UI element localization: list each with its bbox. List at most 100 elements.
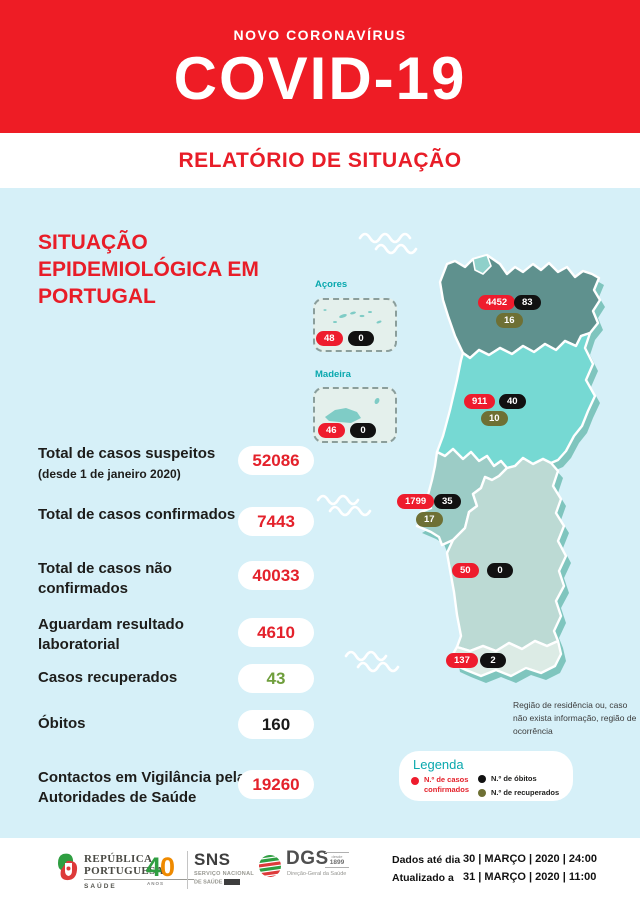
stat-label-text: Total de casos não confirmados <box>38 560 172 597</box>
header-kicker: NOVO CORONAVÍRUS <box>233 27 407 43</box>
dgs-since-word: desde <box>331 854 343 859</box>
badge-centro-confirmed: 911 <box>464 394 496 409</box>
stat-value-pill: 19260 <box>238 770 314 799</box>
badge-centro-deaths: 40 <box>499 394 526 409</box>
stat-value: 40033 <box>252 565 300 585</box>
badge-algarve-deaths: 2 <box>480 653 506 668</box>
stat-label-text: Casos recuperados <box>38 669 178 686</box>
republica-saude-label: SAÚDE <box>84 883 117 890</box>
legend-recovered-dot-icon <box>478 789 486 797</box>
legend-confirmed-label: N.º de casos confirmados <box>424 775 470 795</box>
stat-value-pill: 7443 <box>238 507 314 536</box>
sns-40-logo: 40 <box>146 852 175 883</box>
region-algarve <box>451 639 563 678</box>
stat-value-pill: 160 <box>238 710 314 739</box>
legend-box: Legenda N.º de casos confirmados N.º de … <box>399 751 573 801</box>
updated-at-label: Atualizado a <box>392 872 454 884</box>
stat-label-text: Total de casos suspeitos <box>38 445 216 462</box>
stat-value: 160 <box>261 714 291 734</box>
stat-value: 7443 <box>257 511 295 531</box>
page-title: COVID-19 <box>173 45 467 112</box>
badge-madeira-confirmed: 46 <box>318 423 345 438</box>
badge-norte-confirmed: 4452 <box>478 295 516 310</box>
badge-norte-deaths: 83 <box>514 295 541 310</box>
stat-label: Óbitos <box>38 714 238 734</box>
stat-label: Total de casos confirmados <box>38 505 238 525</box>
report-title-band: RELATÓRIO DE SITUAÇÃO <box>0 133 640 188</box>
legend-confirmed-dot-icon <box>411 777 419 785</box>
stat-label-text: Contactos em Vigilância pelas Autoridade… <box>38 769 254 806</box>
forty-digit-0: 0 <box>160 852 175 882</box>
sns-sub1: SERVIÇO NACIONAL <box>194 871 255 877</box>
badge-madeira-deaths: 0 <box>350 423 376 438</box>
badge-algarve-confirmed: 137 <box>446 653 478 668</box>
sns-badge-icon <box>224 879 241 885</box>
wave-icon <box>316 494 372 517</box>
legend-title: Legenda <box>413 757 464 772</box>
dgs-logo-text: DGS <box>286 848 329 869</box>
madeira-label: Madeira <box>315 369 351 380</box>
republica-portuguesa-label: REPÚBLICA PORTUGUESA <box>84 853 164 877</box>
stat-value: 19260 <box>252 774 300 794</box>
badge-lvt-deaths: 35 <box>434 494 461 509</box>
footer: REPÚBLICA PORTUGUESA SAÚDE 40 ANOS SNS S… <box>0 838 640 906</box>
sns-sub2-text: DE SAÚDE <box>194 879 223 886</box>
data-until-value: 30 | MARÇO | 2020 | 24:00 <box>463 853 597 865</box>
badge-alentejo-deaths: 0 <box>487 563 513 578</box>
stat-label: Casos recuperados <box>38 668 238 688</box>
republica-portuguesa-logo-icon <box>58 853 78 881</box>
badge-azores-confirmed: 48 <box>316 331 343 346</box>
stat-value-pill: 4610 <box>238 618 314 647</box>
wave-icon <box>344 650 400 673</box>
badge-lvt-recovered: 17 <box>416 512 443 527</box>
stat-value-pill: 40033 <box>238 561 314 590</box>
stat-label-note: (desde 1 de janeiro 2020) <box>38 466 181 481</box>
republica-divider <box>84 879 194 880</box>
portugal-map <box>415 253 605 683</box>
stat-label: Total de casos suspeitos (desde 1 de jan… <box>38 444 238 484</box>
dgs-since-year: 1899 <box>329 859 345 866</box>
stat-label-text: Óbitos <box>38 715 86 732</box>
badge-lvt-confirmed: 1799 <box>397 494 435 509</box>
stat-value-pill: 52086 <box>238 446 314 475</box>
data-until-label: Dados até dia <box>392 854 461 866</box>
stat-label: Total de casos não confirmados <box>38 559 238 599</box>
stat-value: 43 <box>266 668 286 688</box>
legend-recovered-label: N.º de recuperados <box>491 788 560 797</box>
stat-label: Aguardam resultado laboratorial <box>38 615 238 655</box>
badge-norte-recovered: 16 <box>496 313 523 328</box>
azores-label: Açores <box>315 279 348 290</box>
stat-label-text: Total de casos confirmados <box>38 506 236 523</box>
updated-at-value: 31 | MARÇO | 2020 | 11:00 <box>463 871 597 883</box>
badge-azores-deaths: 0 <box>348 331 374 346</box>
stat-label: Contactos em Vigilância pelas Autoridade… <box>38 768 258 808</box>
dgs-subtitle: Direção-Geral da Saúde <box>287 871 347 877</box>
azores-islands <box>323 309 382 324</box>
section-title: SITUAÇÃO EPIDEMIOLÓGICA EM PORTUGAL <box>38 231 259 308</box>
forty-anos-label: ANOS <box>147 881 165 886</box>
stat-label-text: Aguardam resultado laboratorial <box>38 616 184 653</box>
wave-icon <box>358 232 418 255</box>
sns-logo-text: SNS <box>194 850 231 869</box>
report-title: RELATÓRIO DE SITUAÇÃO <box>178 149 462 172</box>
map-note: Região de residência ou, caso não exista… <box>513 700 637 737</box>
badge-centro-recovered: 10 <box>481 411 508 426</box>
dgs-logo-icon <box>257 853 283 879</box>
forty-digit-4: 4 <box>146 852 161 882</box>
stat-value: 52086 <box>252 450 300 470</box>
madeira-inset <box>313 387 397 443</box>
republica-line1: REPÚBLICA <box>84 853 153 865</box>
republica-line2: PORTUGUESA <box>84 865 165 878</box>
header-band: NOVO CORONAVÍRUS COVID-19 <box>0 0 640 133</box>
legend-deaths-dot-icon <box>478 775 486 783</box>
stat-value: 4610 <box>257 622 295 642</box>
footer-divider <box>187 851 188 889</box>
madeira-islands <box>325 397 380 423</box>
badge-alentejo-confirmed: 50 <box>452 563 479 578</box>
norte-coast-patch <box>472 254 492 275</box>
legend-deaths-label: N.º de óbitos <box>491 774 537 783</box>
stat-value-pill: 43 <box>238 664 314 693</box>
sns-sub2: DE SAÚDE <box>194 879 241 886</box>
dgs-since: desde 1899 <box>325 852 349 868</box>
